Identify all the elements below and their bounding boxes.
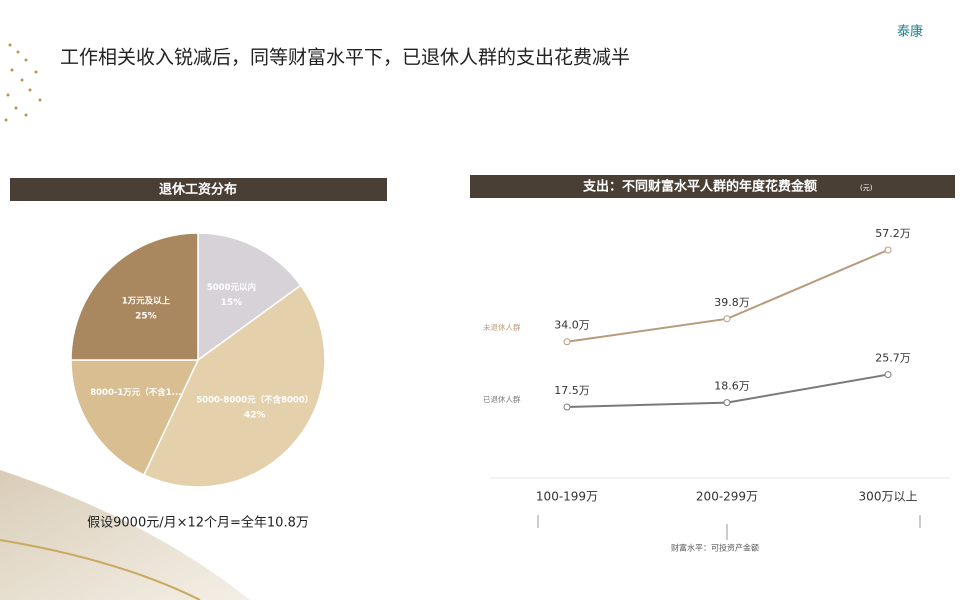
slice-label: 5000-8000元（不含8000） [196, 394, 313, 405]
value-label: 57.2万 [875, 227, 911, 240]
unit-label: (元) [860, 184, 873, 192]
point [563, 338, 571, 346]
x-tick-label: 100-199万 [536, 490, 598, 504]
pie-slice [70, 359, 200, 476]
slice-label: 1万元及以上 [122, 295, 171, 306]
x-tick-label: 300万以上 [859, 490, 918, 504]
point [884, 371, 892, 379]
value-label: 25.7万 [875, 352, 911, 365]
slice-label: 5000元以内 [207, 282, 256, 293]
point [563, 403, 571, 411]
slice-value: 25% [135, 311, 157, 321]
chart-title: 退休工资分布 [159, 182, 237, 198]
pie-slice [197, 232, 302, 362]
x-axis-label: 财富水平：可投资产金额 [671, 543, 759, 553]
legend-label: 已退休人群 [483, 394, 521, 404]
title-bar [10, 178, 387, 201]
point [723, 315, 731, 323]
value-label: 17.5万 [554, 384, 590, 397]
point [723, 399, 731, 407]
annotation: 假设9000元/月×12个月=全年10.8万 [87, 515, 309, 531]
slice-value: 42% [244, 410, 266, 420]
value-label: 39.8万 [714, 296, 750, 309]
value-label: 18.6万 [714, 380, 750, 393]
logo: 泰康 [897, 24, 923, 40]
decor-dots [4, 43, 42, 122]
decor-building [0, 470, 250, 600]
title-bar [470, 175, 955, 198]
slice-value: 15% [221, 298, 243, 308]
decor-curve [0, 539, 201, 600]
x-tick-label: 200-299万 [696, 490, 758, 504]
point [884, 246, 892, 254]
pie-slice [70, 232, 199, 361]
pie-slice [142, 284, 326, 488]
slice-label: 8000-1万元（不含1... [90, 387, 181, 398]
value-label: 34.0万 [554, 319, 590, 332]
slide-title: 工作相关收入锐减后，同等财富水平下，已退休人群的支出花费减半 [60, 47, 630, 69]
chart-title: 支出：不同财富水平人群的年度花费金额 [582, 179, 817, 195]
legend-label: 未退休人群 [483, 322, 521, 332]
